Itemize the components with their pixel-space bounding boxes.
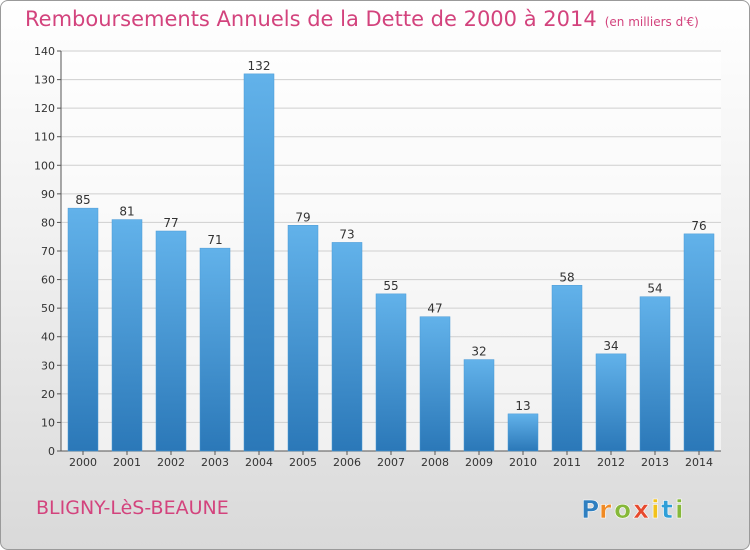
data-label-2007: 55 [383, 279, 398, 293]
x-tick-label-2003: 2003 [201, 456, 229, 469]
x-tick-label-2013: 2013 [641, 456, 669, 469]
y-tick-label: 100 [34, 159, 55, 172]
bar-2009 [463, 359, 495, 452]
data-label-2006: 73 [339, 227, 354, 241]
x-tick-label-2014: 2014 [685, 456, 713, 469]
svg-text:o: o [614, 495, 631, 524]
y-tick-label: 130 [34, 74, 55, 87]
x-tick-label-2007: 2007 [377, 456, 405, 469]
bar-2013 [639, 296, 671, 452]
bar-2010 [507, 413, 539, 452]
data-label-2011: 58 [559, 270, 574, 284]
commune-name: BLIGNY-LèS-BEAUNE [36, 497, 229, 519]
bar-2003 [199, 247, 231, 452]
data-label-2003: 71 [207, 233, 222, 247]
bar-2004 [243, 73, 275, 452]
data-label-2001: 81 [119, 205, 134, 219]
bar-2000 [67, 207, 99, 452]
data-label-2014: 76 [691, 219, 706, 233]
bar-2001 [111, 219, 143, 452]
x-tick-label-2004: 2004 [245, 456, 273, 469]
svg-text:t: t [661, 495, 673, 524]
data-label-2004: 132 [248, 59, 271, 73]
bar-2006 [331, 242, 363, 452]
svg-text:P: P [581, 495, 599, 524]
x-tick-label-2010: 2010 [509, 456, 537, 469]
y-tick-label: 50 [41, 302, 55, 315]
data-label-2010: 13 [515, 399, 530, 413]
y-tick-label: 90 [41, 188, 55, 201]
x-tick-label-2002: 2002 [157, 456, 185, 469]
x-tick-label-2011: 2011 [553, 456, 581, 469]
chart-title-text: Remboursements Annuels de la Dette de 20… [25, 7, 597, 31]
data-label-2009: 32 [471, 345, 486, 359]
chart-title: Remboursements Annuels de la Dette de 20… [25, 7, 699, 31]
x-tick-label-2009: 2009 [465, 456, 493, 469]
data-label-2000: 85 [75, 193, 90, 207]
x-tick-label-2005: 2005 [289, 456, 317, 469]
data-label-2012: 34 [603, 339, 618, 353]
bar-2012 [595, 353, 627, 452]
data-label-2008: 47 [427, 302, 442, 316]
x-tick-label-2001: 2001 [113, 456, 141, 469]
y-tick-label: 110 [34, 131, 55, 144]
y-tick-label: 60 [41, 274, 55, 287]
bar-2014 [683, 233, 715, 452]
y-tick-label: 120 [34, 102, 55, 115]
y-tick-label: 10 [41, 416, 55, 429]
bar-2005 [287, 225, 319, 452]
bar-2007 [375, 293, 407, 452]
y-tick-label: 30 [41, 359, 55, 372]
svg-text:i: i [651, 495, 660, 524]
bar-2008 [419, 316, 451, 452]
y-tick-label: 20 [41, 388, 55, 401]
y-tick-label: 40 [41, 331, 55, 344]
svg-text:x: x [633, 495, 649, 524]
bar-2002 [155, 230, 187, 452]
bar-2011 [551, 285, 583, 452]
proxiti-logo: P r o x i t i [581, 495, 684, 525]
chart-subtitle: (en milliers d'€) [604, 15, 699, 29]
y-tick-label: 80 [41, 216, 55, 229]
data-label-2013: 54 [647, 282, 662, 296]
x-tick-label-2000: 2000 [69, 456, 97, 469]
x-tick-label-2006: 2006 [333, 456, 361, 469]
y-tick-label: 140 [34, 45, 55, 58]
svg-text:i: i [675, 495, 684, 524]
x-tick-label-2012: 2012 [597, 456, 625, 469]
y-tick-label: 70 [41, 245, 55, 258]
data-label-2005: 79 [295, 210, 310, 224]
y-tick-label: 0 [48, 445, 55, 458]
x-tick-label-2008: 2008 [421, 456, 449, 469]
data-label-2002: 77 [163, 216, 178, 230]
svg-text:r: r [599, 495, 612, 524]
